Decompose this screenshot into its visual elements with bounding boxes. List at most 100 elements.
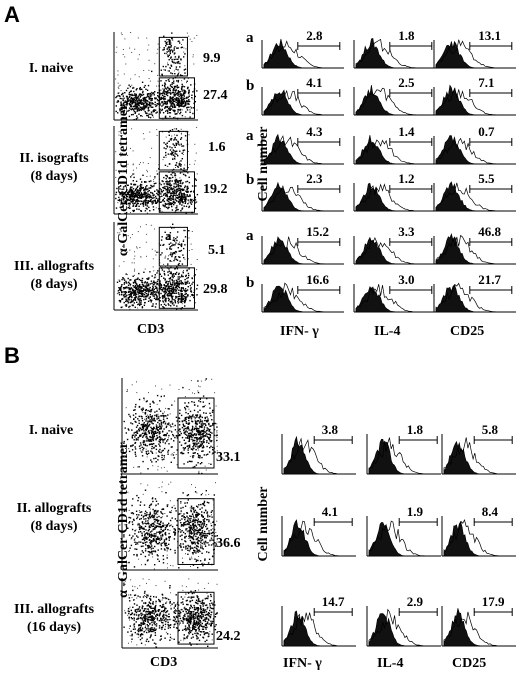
panel-a-hist-r6-c2-value: 3.0: [398, 272, 415, 287]
panel-b-row2-label-line1: II. allografts: [16, 501, 92, 516]
panel-a-hist-r6-c3-value: 21.7: [478, 272, 501, 287]
panel-a-hist-r4-c3-value: 5.5: [478, 171, 495, 186]
panel-a-row2-gate-a-pct: 1.6: [208, 140, 226, 155]
panel-b-row3-gate-pct: 24.2: [216, 629, 241, 644]
panel-b-hist-r3-c1-value: 14.7: [321, 594, 345, 609]
panel-a-hist-row1-sublabel: a: [246, 30, 254, 46]
panel-a-row2-label-line2: (8 days): [30, 169, 78, 184]
panel-b-row1-label-line1: I. naive: [28, 423, 74, 438]
panel-a-hist-r1-c3: [433, 39, 516, 69]
panel-a-row3-gate-a-pct: 5.1: [208, 243, 226, 258]
panel-a-hist-row5-sublabel: a: [246, 228, 254, 244]
panel-a-gate-b-3: b: [180, 290, 188, 305]
panel-a-gate-a-1: a: [165, 33, 172, 48]
panel-b-hist-col1-label: IFN- γ: [283, 656, 322, 671]
panel-a-hist-r3-c1-value: 4.3: [306, 124, 323, 139]
panel-b-x-axis-label: CD3: [150, 655, 178, 670]
panel-b-hist-r1-c2: [366, 434, 441, 475]
panel-a-hist-r4-c2-value: 1.2: [398, 171, 415, 186]
panel-b-hist-r1-c1: [281, 434, 356, 475]
panel-a-hist-row3-sublabel: a: [246, 128, 254, 144]
panel-a-row1-label: I. naive: [6, 60, 96, 78]
panel-b-hist-r1-c1-value: 3.8: [321, 422, 339, 437]
panel-a-hist-r3-c1: [261, 133, 344, 165]
panel-a-gate-b-1: b: [180, 95, 188, 110]
panel-a-hist-r4-c1: [261, 181, 344, 212]
panel-b-hist-r1-c3: [441, 434, 516, 475]
panel-a-hist-r3-c3: [433, 135, 516, 165]
panel-b-row2-gate-pct: 36.6: [216, 536, 241, 551]
panel-a-row2-label-line1: II. isografts: [19, 151, 89, 166]
panel-b-hist-r3-c1: [281, 606, 356, 647]
panel-b-row3-label-line1: III. allografts: [13, 602, 95, 617]
panel-a-hist-row6-sublabel: b: [246, 275, 255, 291]
panel-a-row3-label-line1: III. allografts: [13, 259, 95, 274]
panel-a-row3-gate-b-pct: 29.8: [203, 282, 228, 297]
panel-a-hist-r1-c1: [261, 38, 344, 69]
panel-b-hist-col3-label: CD25: [452, 656, 487, 671]
panel-a-hist-r2-c2: [353, 85, 436, 116]
panel-a-hist-r1-c2: [353, 38, 436, 69]
panel-a-dotplot-3: [113, 222, 199, 311]
panel-a-hist-row2-sublabel: b: [246, 78, 255, 94]
panel-a-dotplot-1: [113, 32, 198, 121]
panel-a-hist-r5-c1: [261, 236, 344, 265]
panel-a-row2-gate-b-pct: 19.2: [203, 182, 228, 197]
panel-a-hist-row4-sublabel: b: [246, 172, 255, 188]
panel-b-hist-r1-c2-value: 1.8: [406, 422, 424, 437]
panel-b-row3-label: III. allografts (16 days): [4, 601, 104, 637]
panel-b-hist-r3-c3: [441, 606, 516, 647]
panel-a-hist-r5-c3: [433, 233, 516, 265]
panel-a-hist-col1-label: IFN- γ: [280, 324, 319, 339]
panel-b-hist-r2-c1-value: 4.1: [321, 504, 339, 519]
panel-b-dotplot-3: [121, 578, 218, 649]
panel-a-row1-gate-b-pct: 27.4: [203, 88, 228, 103]
panel-a-hist-r5-c1-value: 15.2: [306, 224, 329, 239]
panel-a-hist-r1-c2-value: 1.8: [398, 28, 415, 43]
panel-b-hist-r3-c2: [366, 606, 441, 647]
panel-a-hist-r3-c2: [353, 134, 436, 165]
panel-a-row2-label: II. isografts (8 days): [4, 150, 104, 186]
panel-b-row2-label-line2: (8 days): [30, 519, 78, 534]
panel-a-hist-col3-label: CD25: [450, 324, 485, 339]
panel-b-hist-col2-label: IL-4: [377, 656, 404, 671]
panel-a-hist-r3-c3-value: 0.7: [478, 124, 495, 139]
panel-b-hist-r1-c3-value: 5.8: [481, 422, 499, 437]
panel-b-cell-number-label: Cell number: [256, 486, 271, 562]
panel-b-hist-r2-c3-value: 8.4: [481, 504, 499, 519]
panel-a-hist-r6-c2: [353, 284, 436, 313]
panel-a-hist-r6-c3: [433, 282, 516, 313]
panel-b-letter: B: [4, 343, 20, 368]
panel-b-hist-r2-c1: [281, 516, 356, 557]
panel-a-row3-label: III. allografts (8 days): [4, 258, 104, 294]
panel-a-hist-col2-label: IL-4: [374, 324, 401, 339]
panel-a-hist-r2-c1: [261, 87, 344, 116]
panel-b-row1-label: I. naive: [6, 422, 96, 440]
panel-a-hist-r3-c2-value: 1.4: [398, 124, 415, 139]
panel-b-row3-label-line2: (16 days): [26, 620, 82, 635]
panel-a-row1-label-line1: I. naive: [28, 61, 74, 76]
panel-a-hist-r5-c3-value: 46.8: [478, 224, 501, 239]
panel-a-hist-r4-c1-value: 2.3: [306, 171, 323, 186]
panel-b-hist-r2-c2: [366, 516, 441, 557]
panel-a-hist-r4-c2: [353, 182, 436, 212]
panel-a-hist-r2-c3: [433, 84, 516, 116]
panel-b-row2-label: II. allografts (8 days): [4, 500, 104, 536]
panel-b-hist-r3-c3-value: 17.9: [481, 594, 505, 609]
panel-a-row3-label-line2: (8 days): [30, 277, 78, 292]
panel-a-gate-a-3: a: [165, 228, 172, 243]
panel-a-hist-r5-c2-value: 3.3: [398, 224, 415, 239]
panel-a-hist-r2-c2-value: 2.5: [398, 75, 415, 90]
panel-b-hist-r3-c2-value: 2.9: [406, 594, 424, 609]
panel-b-dotplot-2: [121, 480, 218, 571]
panel-a-row1-gate-a-pct: 9.9: [203, 51, 221, 66]
panel-a-gate-b-2: b: [180, 190, 188, 205]
panel-a-letter: A: [4, 2, 20, 27]
panel-a-hist-r6-c1-value: 16.6: [306, 272, 329, 287]
panel-b-hist-r2-c2-value: 1.9: [406, 504, 424, 519]
panel-b-row1-gate-pct: 33.1: [216, 450, 241, 465]
panel-a-hist-r2-c1-value: 4.1: [306, 75, 323, 90]
panel-a-x-axis-label: CD3: [137, 322, 165, 337]
panel-a-hist-r6-c1: [261, 282, 344, 313]
panel-b-hist-r2-c3: [441, 516, 516, 557]
